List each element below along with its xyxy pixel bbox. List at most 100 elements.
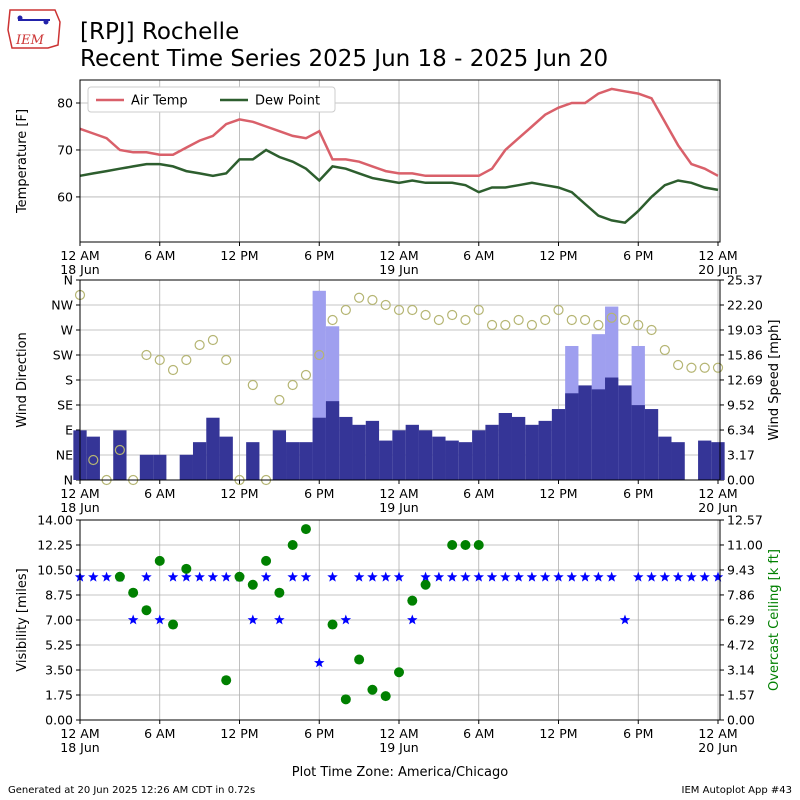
- ceiling-point: [407, 595, 418, 606]
- ceiling-point: [181, 563, 192, 574]
- y2-tick-label: 25.37: [727, 273, 763, 288]
- direction-point: [393, 304, 405, 316]
- visibility-point: [566, 571, 577, 582]
- bar: [511, 416, 526, 480]
- direction-point: [686, 362, 697, 373]
- ceiling-point: [168, 619, 179, 630]
- y2-axis-label: Wind Speed [mph]: [767, 320, 782, 441]
- y2-tick-label: 0.00: [727, 713, 755, 728]
- y-tick-label: 1.75: [45, 688, 73, 703]
- visibility-point: [606, 571, 617, 582]
- direction-point: [486, 319, 498, 331]
- bar: [578, 385, 592, 480]
- ceiling-point: [261, 555, 272, 566]
- direction-point: [712, 362, 724, 373]
- direction-point: [553, 304, 564, 316]
- x-tick-label: 12 AM 20 Jun: [698, 248, 737, 277]
- title: [RPJ] Rochelle: [80, 19, 239, 45]
- bar: [139, 454, 154, 480]
- legend-label: Air Temp: [131, 94, 188, 109]
- y2-tick-label: 9.52: [727, 397, 755, 412]
- bar: [418, 430, 433, 480]
- visibility-point: [274, 614, 285, 625]
- y-tick-label: 80: [57, 96, 73, 111]
- x-tick-label: 12 PM: [220, 248, 258, 263]
- y2-tick-label: 12.57: [727, 513, 763, 528]
- visibility-point: [407, 614, 418, 625]
- visibility-point: [659, 571, 671, 582]
- bar: [538, 420, 552, 480]
- visibility-point: [380, 571, 391, 582]
- y-tick-label: NE: [56, 448, 73, 463]
- visibility-point: [393, 571, 405, 582]
- y-tick-label: 14.00: [37, 513, 73, 528]
- plot-frame: [79, 79, 721, 243]
- bar: [458, 442, 473, 480]
- visibility-point: [181, 571, 192, 582]
- direction-point: [500, 319, 511, 331]
- visibility-point: [619, 614, 631, 625]
- direction-point: [207, 334, 219, 346]
- bar: [379, 440, 393, 480]
- x-tick-label: 6 PM: [304, 248, 334, 263]
- visibility-point: [367, 571, 378, 582]
- ceiling-point: [327, 619, 338, 630]
- x-tick-label: 12 AM 19 Jun: [379, 726, 418, 755]
- bar: [551, 409, 566, 480]
- direction-point: [380, 299, 391, 311]
- direction-point: [473, 304, 484, 316]
- y-tick-label: E: [65, 423, 73, 438]
- bar: [605, 377, 619, 480]
- visibility-point: [513, 571, 524, 582]
- y-tick-label: N: [64, 473, 73, 488]
- bar: [352, 424, 366, 480]
- x-tick-label: 6 PM: [304, 726, 334, 741]
- direction-point: [114, 444, 125, 456]
- direction-point: [673, 359, 684, 371]
- x-tick-label: 6 AM: [144, 726, 175, 741]
- visibility-point: [446, 571, 458, 582]
- visibility-point: [247, 614, 258, 625]
- visibility-point: [712, 571, 724, 582]
- direction-point: [141, 349, 152, 361]
- ceiling-point: [114, 571, 125, 582]
- y2-tick-label: 11.00: [727, 537, 763, 552]
- y-axis-label: Wind Direction: [15, 332, 30, 428]
- visibility-point: [633, 571, 644, 582]
- direction-point: [287, 379, 298, 391]
- bar: [618, 385, 632, 480]
- y-tick-label: 70: [57, 142, 73, 157]
- direction-point: [327, 314, 338, 326]
- y-tick-label: 10.50: [37, 563, 73, 578]
- ceiling-point: [221, 675, 232, 686]
- x-tick-label: 12 PM: [539, 248, 577, 263]
- visibility-point: [593, 571, 604, 582]
- y-axis-label: Temperature [F]: [15, 109, 30, 214]
- bar: [272, 430, 287, 480]
- direction-point: [420, 309, 431, 321]
- direction-point: [181, 354, 192, 366]
- y2-tick-label: 3.17: [727, 448, 755, 463]
- y2-tick-label: 15.86: [727, 347, 763, 362]
- visibility-point: [154, 614, 165, 625]
- footer-right: IEM Autoplot App #43: [682, 785, 792, 796]
- visibility-point: [646, 571, 657, 582]
- direction-point: [88, 454, 99, 466]
- visibility-point: [221, 571, 232, 582]
- direction-point: [460, 314, 471, 326]
- ceiling-point: [354, 654, 365, 665]
- bar: [432, 436, 446, 480]
- ceiling-point: [460, 539, 471, 550]
- bar: [698, 440, 712, 480]
- direction-point: [606, 312, 617, 323]
- x-tick-label: 12 AM 20 Jun: [698, 486, 737, 515]
- visibility-point: [486, 571, 498, 582]
- bar: [325, 401, 340, 480]
- direction-point: [566, 314, 577, 326]
- direction-point: [300, 369, 312, 381]
- subtitle: Recent Time Series 2025 Jun 18 - 2025 Ju…: [80, 46, 608, 72]
- bar: [658, 436, 672, 480]
- x-tick-label: 6 AM: [463, 486, 494, 501]
- visibility-point: [473, 571, 484, 582]
- footer-left: Generated at 20 Jun 2025 12:26 AM CDT in…: [8, 785, 255, 796]
